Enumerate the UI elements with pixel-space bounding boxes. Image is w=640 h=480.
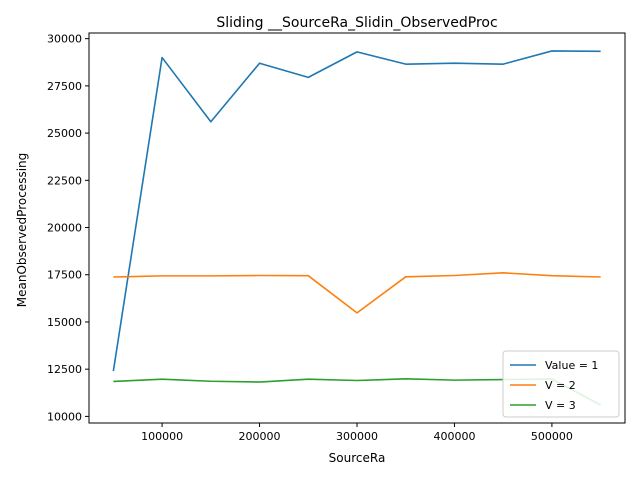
- x-tick-label: 400000: [433, 430, 475, 443]
- y-tick-label: 17500: [47, 269, 82, 282]
- y-tick-label: 30000: [47, 33, 82, 46]
- y-tick-label: 27500: [47, 80, 82, 93]
- legend-label: V = 3: [545, 399, 576, 412]
- x-tick-label: 500000: [531, 430, 573, 443]
- y-tick-label: 25000: [47, 127, 82, 140]
- x-tick-label: 200000: [239, 430, 281, 443]
- y-tick-label: 22500: [47, 174, 82, 187]
- x-axis-label: SourceRa: [329, 451, 386, 465]
- legend: Value = 1 V = 2 V = 3: [502, 350, 620, 418]
- y-axis: 10000 12500 15000 17500 20000 22500 25000 27500…: [47, 33, 89, 423]
- legend-label: V = 2: [545, 379, 576, 392]
- y-tick-label: 20000: [47, 222, 82, 235]
- y-axis-label: MeanObservedProcessing: [15, 153, 29, 308]
- y-tick-label: 10000: [47, 410, 82, 423]
- series-line-1: [112, 50, 601, 372]
- y-tick-label: 12500: [47, 363, 82, 376]
- legend-box: [502, 350, 620, 418]
- series-line-2: [113, 272, 601, 314]
- y-tick-label: 15000: [47, 316, 82, 329]
- x-tick-label: 100000: [141, 430, 183, 443]
- x-tick-label: 300000: [336, 430, 378, 443]
- legend-label: Value = 1: [545, 359, 598, 372]
- x-axis: 100000 200000 300000 400000 500000: [141, 423, 573, 443]
- chart-title: Sliding __SourceRa_Slidin_ObservedProc: [216, 15, 497, 31]
